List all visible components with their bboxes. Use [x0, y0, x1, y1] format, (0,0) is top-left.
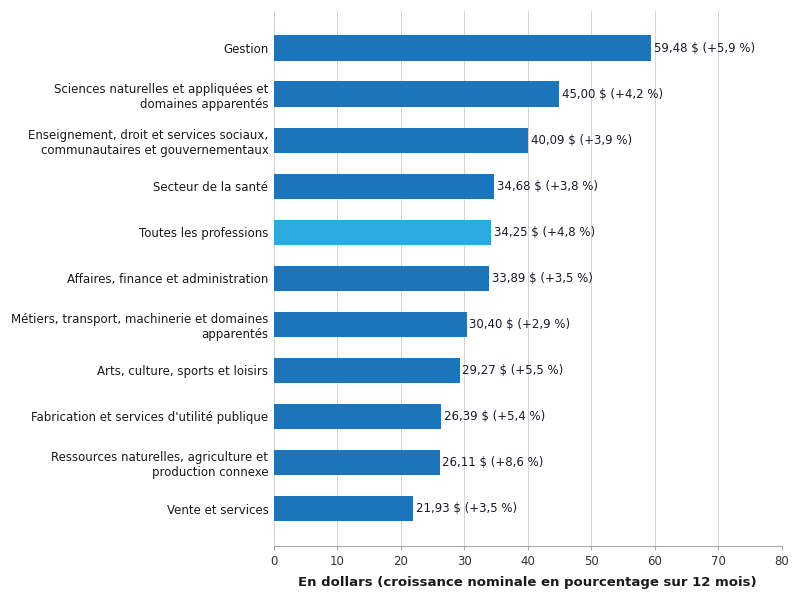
Bar — [274, 404, 442, 429]
Bar — [274, 266, 489, 291]
Text: 21,93 $ (+3,5 %): 21,93 $ (+3,5 %) — [416, 502, 517, 515]
Bar — [274, 128, 528, 153]
Bar — [274, 496, 413, 521]
Bar — [274, 35, 651, 61]
Text: 33,89 $ (+3,5 %): 33,89 $ (+3,5 %) — [491, 272, 593, 285]
Text: 34,25 $ (+4,8 %): 34,25 $ (+4,8 %) — [494, 226, 595, 239]
Bar — [274, 173, 494, 199]
X-axis label: En dollars (croissance nominale en pourcentage sur 12 mois): En dollars (croissance nominale en pourc… — [298, 576, 757, 589]
Text: 30,40 $ (+2,9 %): 30,40 $ (+2,9 %) — [470, 318, 570, 331]
Bar — [274, 312, 467, 337]
Text: 59,48 $ (+5,9 %): 59,48 $ (+5,9 %) — [654, 41, 755, 55]
Bar — [274, 358, 460, 383]
Text: 26,39 $ (+5,4 %): 26,39 $ (+5,4 %) — [444, 410, 546, 423]
Text: 26,11 $ (+8,6 %): 26,11 $ (+8,6 %) — [442, 456, 543, 469]
Text: 45,00 $ (+4,2 %): 45,00 $ (+4,2 %) — [562, 88, 663, 101]
Text: 40,09 $ (+3,9 %): 40,09 $ (+3,9 %) — [531, 134, 632, 146]
Text: 29,27 $ (+5,5 %): 29,27 $ (+5,5 %) — [462, 364, 563, 377]
Bar — [274, 450, 440, 475]
Bar — [274, 220, 491, 245]
Bar — [274, 82, 559, 107]
Text: 34,68 $ (+3,8 %): 34,68 $ (+3,8 %) — [497, 180, 598, 193]
